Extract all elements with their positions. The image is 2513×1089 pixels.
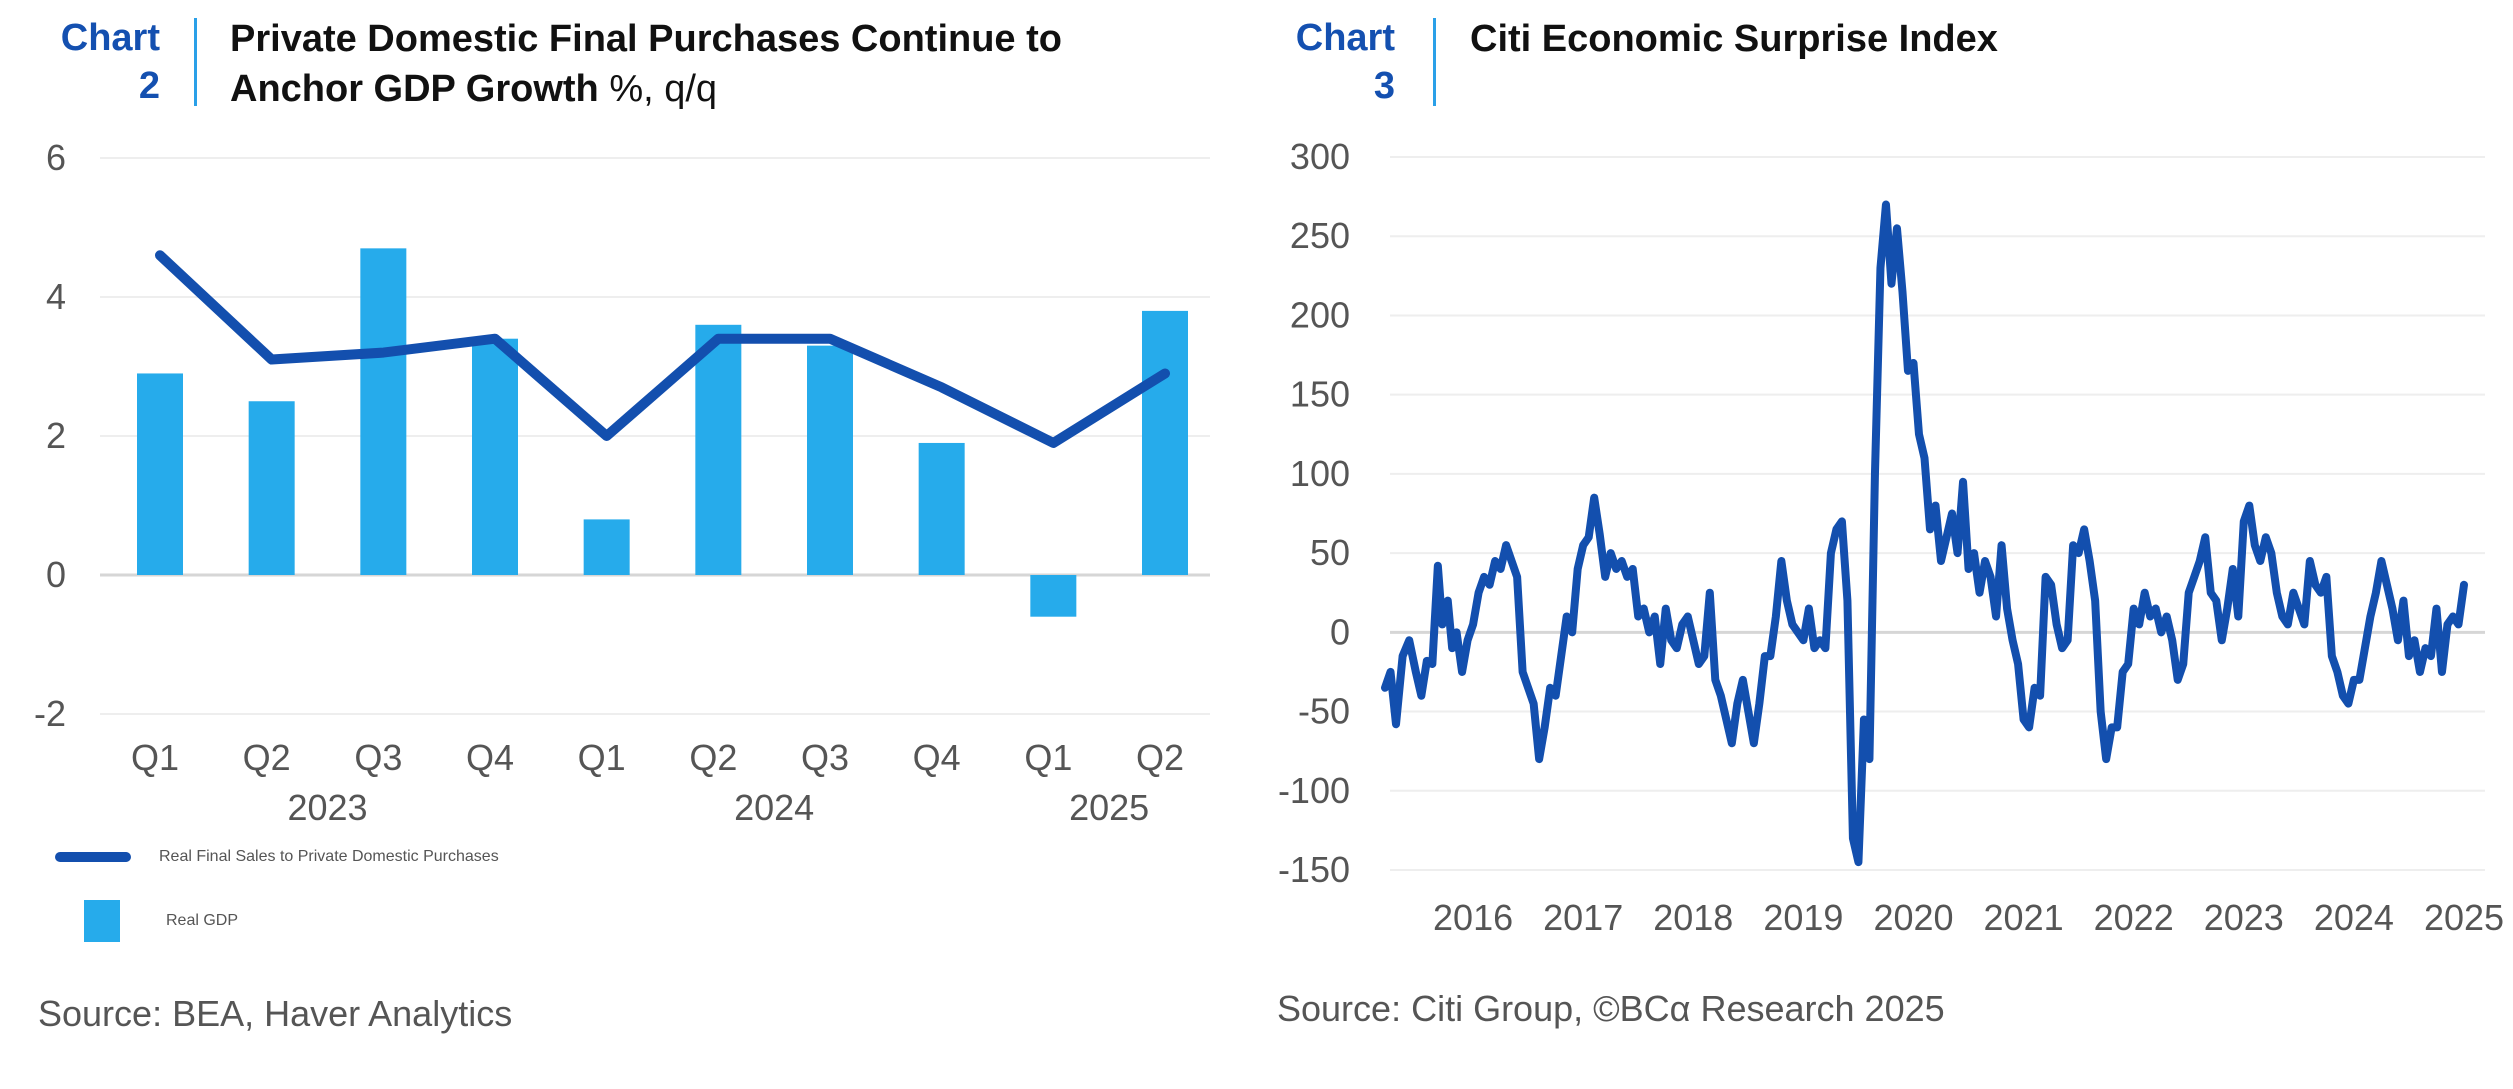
- bar-real-gdp: [137, 373, 183, 575]
- y-tick-label: 4: [46, 276, 66, 317]
- bar-real-gdp: [918, 442, 965, 575]
- bar-real-gdp: [1142, 310, 1188, 575]
- chart-2-tag: Chart 2: [40, 14, 160, 110]
- bar-real-gdp: [695, 324, 742, 575]
- y-tick-label: -50: [1298, 691, 1350, 732]
- chart-tag-word: Chart: [60, 17, 160, 59]
- x-tick-label: Q1: [131, 737, 179, 778]
- legend-bar-swatch: [84, 900, 120, 942]
- bar-real-gdp: [1030, 575, 1077, 617]
- x-tick-label: 2021: [1984, 897, 2064, 938]
- x-year-label: 2024: [734, 787, 814, 828]
- y-tick-label: 6: [46, 137, 66, 178]
- x-tick-label: Q1: [1024, 737, 1072, 778]
- y-tick-label: -100: [1278, 770, 1350, 811]
- legend-line-swatch: [55, 852, 131, 862]
- y-tick-label: 250: [1290, 215, 1350, 256]
- x-year-label: 2023: [287, 787, 367, 828]
- y-tick-label: 2: [46, 415, 66, 456]
- y-tick-label: 0: [1330, 611, 1350, 652]
- y-tick-label: 300: [1290, 136, 1350, 177]
- x-tick-label: Q3: [354, 737, 402, 778]
- y-tick-label: 100: [1290, 453, 1350, 494]
- x-tick-label: 2022: [2094, 897, 2174, 938]
- bar-real-gdp: [248, 401, 295, 575]
- line-real-final-sales: [155, 250, 1170, 448]
- bar-real-gdp: [360, 248, 407, 575]
- title-line-2: Anchor GDP Growth: [230, 68, 599, 110]
- chart-3-title: Citi Economic Surprise Index: [1470, 18, 1998, 60]
- source-note: Source: BEA, Haver Analytics: [38, 993, 513, 1034]
- chart-2-title: Private Domestic Final Purchases Continu…: [230, 14, 1062, 114]
- chart-3-tag: Chart 3: [1275, 14, 1395, 110]
- line-citi-surprise-index: [1381, 200, 2468, 867]
- x-tick-label: Q2: [1136, 737, 1184, 778]
- x-tick-label: 2018: [1653, 897, 1733, 938]
- y-tick-label: 200: [1290, 294, 1350, 335]
- x-tick-label: Q4: [466, 737, 514, 778]
- x-tick-label: Q4: [913, 737, 961, 778]
- x-tick-label: Q2: [689, 737, 737, 778]
- x-tick-label: 2020: [1873, 897, 1953, 938]
- bar-real-gdp: [472, 338, 518, 575]
- x-tick-label: 2025: [2424, 897, 2504, 938]
- legend-item-bar: Real GDP: [62, 900, 238, 942]
- chart-2-plot: 6 4 2 0 -2 Q1 Q2 Q3 Q4 Q1 Q2 Q3 Q4 Q1 Q2 2023 2024 2025: [34, 137, 1210, 828]
- legend-label: Real Final Sales to Private Domestic Pur…: [159, 848, 499, 865]
- x-tick-label: 2024: [2314, 897, 2394, 938]
- x-tick-label: Q2: [243, 737, 291, 778]
- x-tick-label: Q3: [801, 737, 849, 778]
- x-tick-label: 2016: [1433, 897, 1513, 938]
- x-tick-label: Q1: [578, 737, 626, 778]
- tag-divider: [1433, 18, 1436, 106]
- x-tick-label: 2017: [1543, 897, 1623, 938]
- bar-real-gdp: [807, 345, 853, 575]
- x-tick-label: 2023: [2204, 897, 2284, 938]
- chart-3-panel: Chart 3 Citi Economic Surprise Index 300…: [1250, 0, 2513, 1089]
- y-tick-label: 150: [1290, 374, 1350, 415]
- source-note: Source: Citi Group, ©BCα Research 2025: [1277, 988, 1945, 1029]
- tag-divider: [194, 18, 197, 106]
- y-tick-label: -2: [34, 693, 66, 734]
- title-unit: %, q/q: [609, 68, 718, 110]
- bar-real-gdp: [583, 519, 630, 575]
- y-tick-label: 0: [46, 554, 66, 595]
- chart-2-panel: Chart 2 Private Domestic Final Purchases…: [0, 0, 1250, 1089]
- title-line-1: Private Domestic Final Purchases Continu…: [230, 18, 1062, 60]
- x-year-label: 2025: [1069, 787, 1149, 828]
- chart-tag-number: 2: [138, 65, 160, 107]
- y-tick-label: 50: [1310, 532, 1350, 573]
- chart-3-plot: 300 250 200 150 100 50 0 -50 -100 -150 2016 2017 201…: [1278, 136, 2504, 938]
- x-tick-label: 2019: [1763, 897, 1843, 938]
- legend-label: Real GDP: [166, 912, 239, 929]
- y-tick-label: -150: [1278, 849, 1350, 890]
- legend-item-line: Real Final Sales to Private Domestic Pur…: [55, 848, 499, 866]
- chart-tag-word: Chart: [1295, 17, 1395, 59]
- chart-tag-number: 3: [1373, 65, 1395, 107]
